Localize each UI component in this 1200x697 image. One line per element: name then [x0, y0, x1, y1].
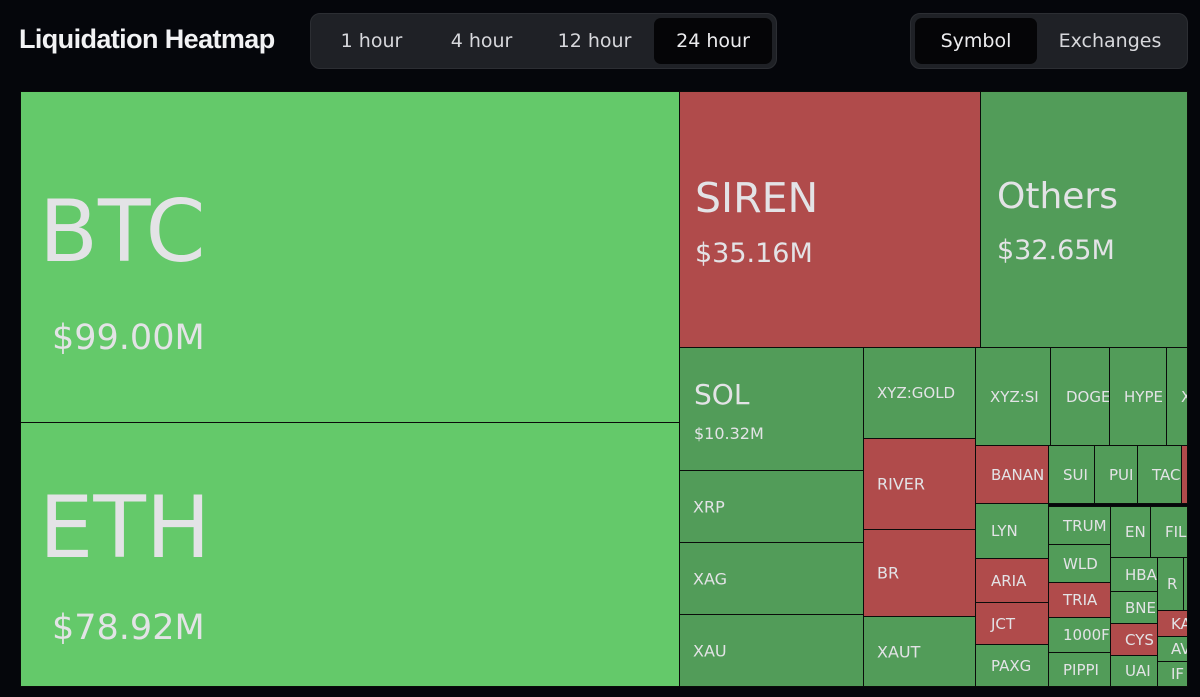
tile-unlabeled[interactable]: [1183, 557, 1188, 611]
tile-value: $10.32M: [694, 424, 764, 443]
tile-symbol: AV: [1171, 640, 1187, 658]
tile-ka[interactable]: KA: [1157, 610, 1188, 637]
tile-tac[interactable]: TAC: [1137, 445, 1182, 504]
tile-symbol: BNE: [1125, 598, 1156, 617]
tile-symbol: SOL: [694, 378, 750, 411]
tile-value: $32.65M: [997, 235, 1115, 266]
tile-value: $35.16M: [695, 238, 813, 269]
tile-lyn[interactable]: LYN: [975, 503, 1049, 559]
tile-r[interactable]: R: [1157, 557, 1184, 611]
tile-symbol: CYS: [1125, 630, 1154, 649]
tile-bne[interactable]: BNE: [1110, 591, 1158, 624]
tile-symbol: SUI: [1063, 465, 1088, 484]
tile-cys[interactable]: CYS: [1110, 623, 1158, 656]
tile-x[interactable]: X: [1166, 347, 1188, 446]
tile-symbol: PUI: [1109, 465, 1134, 484]
tile-xag[interactable]: XAG: [679, 542, 864, 615]
tile-hype[interactable]: HYPE: [1109, 347, 1167, 446]
tile-symbol: ETH: [39, 478, 211, 578]
tile-symbol: JCT: [991, 614, 1016, 633]
tile-if[interactable]: IF: [1157, 661, 1188, 687]
tile-symbol: ARIA: [991, 571, 1027, 590]
tile-doge[interactable]: DOGE: [1050, 347, 1110, 446]
tile-river[interactable]: RIVER: [863, 438, 976, 530]
tile-symbol: LYN: [991, 522, 1018, 540]
tile-paxg[interactable]: PAXG: [975, 644, 1049, 687]
tile-banan[interactable]: BANAN: [975, 445, 1049, 504]
tile-siren[interactable]: SIREN $35.16M: [679, 91, 981, 348]
tile-symbol: FIL: [1165, 523, 1187, 541]
tile-eth[interactable]: ETH $78.92M: [20, 422, 680, 687]
tile-symbol: XAUT: [877, 642, 921, 661]
tile-symbol: BTC: [39, 182, 206, 282]
tab-exchanges[interactable]: Exchanges: [1058, 30, 1162, 52]
tile-uai[interactable]: UAI: [1110, 655, 1158, 687]
tile-symbol: R: [1167, 575, 1178, 593]
tile-others[interactable]: Others $32.65M: [980, 91, 1188, 348]
tile-symbol: XYZ:SI: [990, 387, 1039, 406]
tile-aria[interactable]: ARIA: [975, 558, 1049, 603]
tile-symbol: KA: [1171, 614, 1187, 633]
page-title: Liquidation Heatmap: [19, 24, 275, 54]
tile-symbol: XAU: [693, 641, 727, 660]
tile-tria[interactable]: TRIA: [1048, 582, 1111, 618]
tab-4-hour[interactable]: 4 hour: [450, 30, 513, 52]
tile-unlabeled[interactable]: [1181, 445, 1188, 504]
tile-symbol: BANAN: [991, 465, 1045, 484]
tile-1000f[interactable]: 1000F: [1048, 617, 1111, 653]
time-range-selector: 1 hour 4 hour 12 hour 24 hour: [310, 13, 777, 69]
tile-wld[interactable]: WLD: [1048, 544, 1111, 583]
tile-symbol: HYPE: [1124, 387, 1163, 406]
tile-symbol: XYZ:GOLD: [877, 384, 956, 402]
tile-xau[interactable]: XAU: [679, 614, 864, 687]
liquidation-treemap: BTC $99.00M ETH $78.92M SIREN $35.16M Ot…: [19, 90, 1189, 688]
tile-xaut[interactable]: XAUT: [863, 616, 976, 687]
tile-pippi[interactable]: PIPPI: [1048, 652, 1111, 687]
tile-xrp[interactable]: XRP: [679, 470, 864, 543]
tile-symbol: Others: [997, 176, 1118, 217]
tile-value: $99.00M: [52, 318, 205, 358]
tab-24-hour[interactable]: 24 hour: [654, 18, 772, 64]
tile-symbol: EN: [1125, 523, 1146, 541]
tile-symbol: UAI: [1125, 662, 1151, 680]
tile-sol[interactable]: SOL $10.32M: [679, 347, 864, 471]
tile-value: $78.92M: [52, 608, 205, 648]
tile-jct[interactable]: JCT: [975, 602, 1049, 645]
tile-symbol: HBA: [1125, 565, 1157, 584]
tile-av[interactable]: AV: [1157, 636, 1188, 662]
tile-sui[interactable]: SUI: [1048, 445, 1095, 504]
tile-symbol: PIPPI: [1063, 660, 1099, 679]
tile-symbol: IF: [1171, 665, 1185, 683]
tile-br[interactable]: BR: [863, 529, 976, 617]
tile-en[interactable]: EN: [1110, 506, 1151, 558]
tile-symbol: XAG: [693, 569, 728, 588]
tab-1-hour[interactable]: 1 hour: [340, 30, 403, 52]
tile-symbol: DOGE: [1066, 387, 1110, 406]
tile-symbol: RIVER: [877, 474, 926, 494]
tile-symbol: TRIA: [1063, 591, 1098, 609]
tile-symbol: X: [1181, 388, 1187, 406]
tile-fil[interactable]: FIL: [1150, 506, 1188, 558]
tile-symbol: WLD: [1063, 554, 1098, 573]
tile-symbol: TRUM: [1063, 516, 1107, 535]
tile-symbol: BR: [877, 563, 900, 583]
tile-symbol: XRP: [693, 497, 725, 516]
tile-hba[interactable]: HBA: [1110, 557, 1158, 592]
tile-symbol: TAC: [1152, 465, 1181, 484]
tile-symbol: PAXG: [991, 656, 1032, 675]
tile-pui[interactable]: PUI: [1094, 445, 1138, 504]
tile-trum[interactable]: TRUM: [1048, 506, 1111, 545]
tab-12-hour[interactable]: 12 hour: [557, 30, 632, 52]
view-selector: Symbol Exchanges: [910, 13, 1188, 69]
tile-xyz-si[interactable]: XYZ:SI: [975, 347, 1051, 446]
tile-symbol: 1000F: [1063, 626, 1110, 644]
tile-btc[interactable]: BTC $99.00M: [20, 91, 680, 423]
tile-symbol: SIREN: [695, 174, 819, 222]
tab-symbol[interactable]: Symbol: [915, 18, 1037, 64]
tile-xyz-gold[interactable]: XYZ:GOLD: [863, 347, 976, 439]
